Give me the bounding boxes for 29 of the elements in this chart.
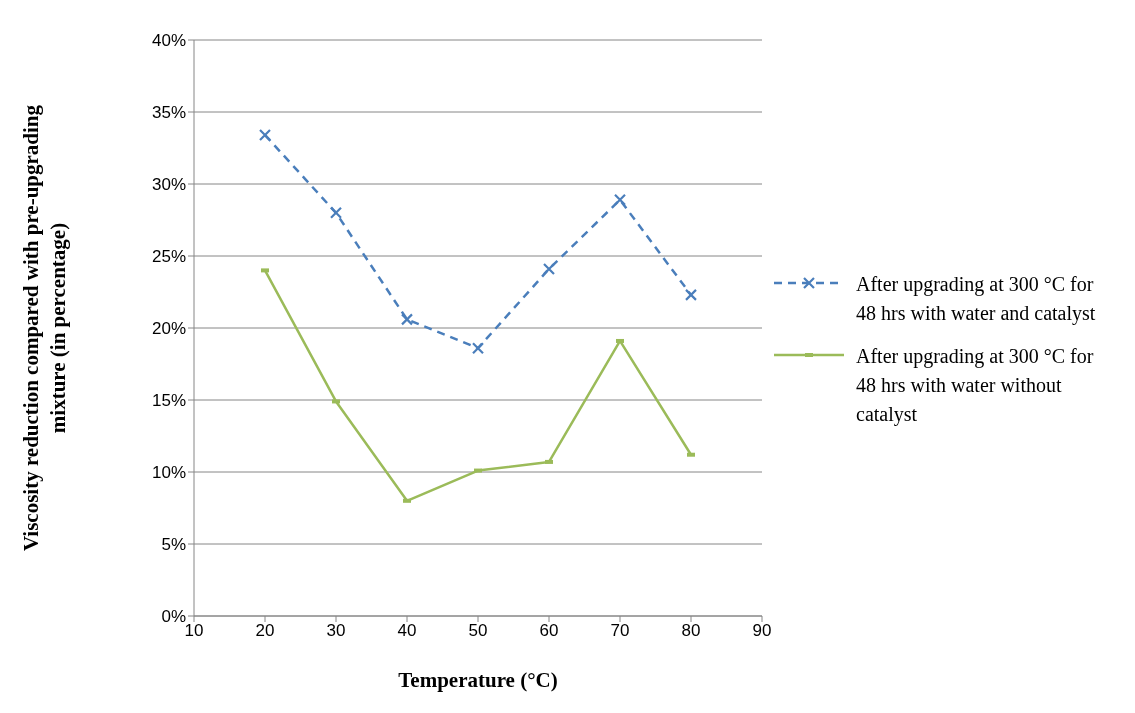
- y-tick-label: 30%: [151, 175, 186, 195]
- x-axis-title: Temperature (°C): [397, 668, 559, 693]
- x-tick-label: 20: [255, 621, 275, 641]
- point: [613, 193, 627, 206]
- y-axis-title: Viscosity reduction compared with pre-upgrading mixture (in percentage): [18, 103, 71, 554]
- y-tick-label: 15%: [151, 391, 186, 411]
- x-tick-label: 90: [752, 621, 772, 641]
- point: [258, 128, 272, 142]
- x-tick-label: 60: [539, 621, 559, 641]
- y-tick-label: 20%: [151, 319, 186, 339]
- y-tick-label: 35%: [151, 103, 186, 123]
- x-tick-label: 50: [468, 621, 488, 641]
- legend-label: After upgrading at 300 °C for 48 hrs with water without catalyst: [856, 344, 1095, 428]
- point: [542, 262, 556, 276]
- point: [329, 206, 343, 219]
- y-tick-label: 0%: [161, 607, 186, 627]
- x-tick-label: 70: [610, 621, 630, 641]
- point: [471, 342, 485, 355]
- x-tick-label: 80: [681, 621, 701, 641]
- x-tick-label: 40: [397, 621, 417, 641]
- legend-label: After upgrading at 300 °C for 48 hrs with water and catalyst: [856, 272, 1097, 327]
- y-tick-label: 40%: [151, 31, 186, 51]
- x-tick-label: 10: [184, 621, 204, 641]
- point: [400, 313, 414, 326]
- point: [684, 288, 698, 301]
- x-tick-label: 30: [326, 621, 346, 641]
- y-tick-label: 10%: [151, 463, 186, 483]
- y-tick-label: 25%: [151, 247, 186, 267]
- y-tick-label: 5%: [161, 535, 186, 555]
